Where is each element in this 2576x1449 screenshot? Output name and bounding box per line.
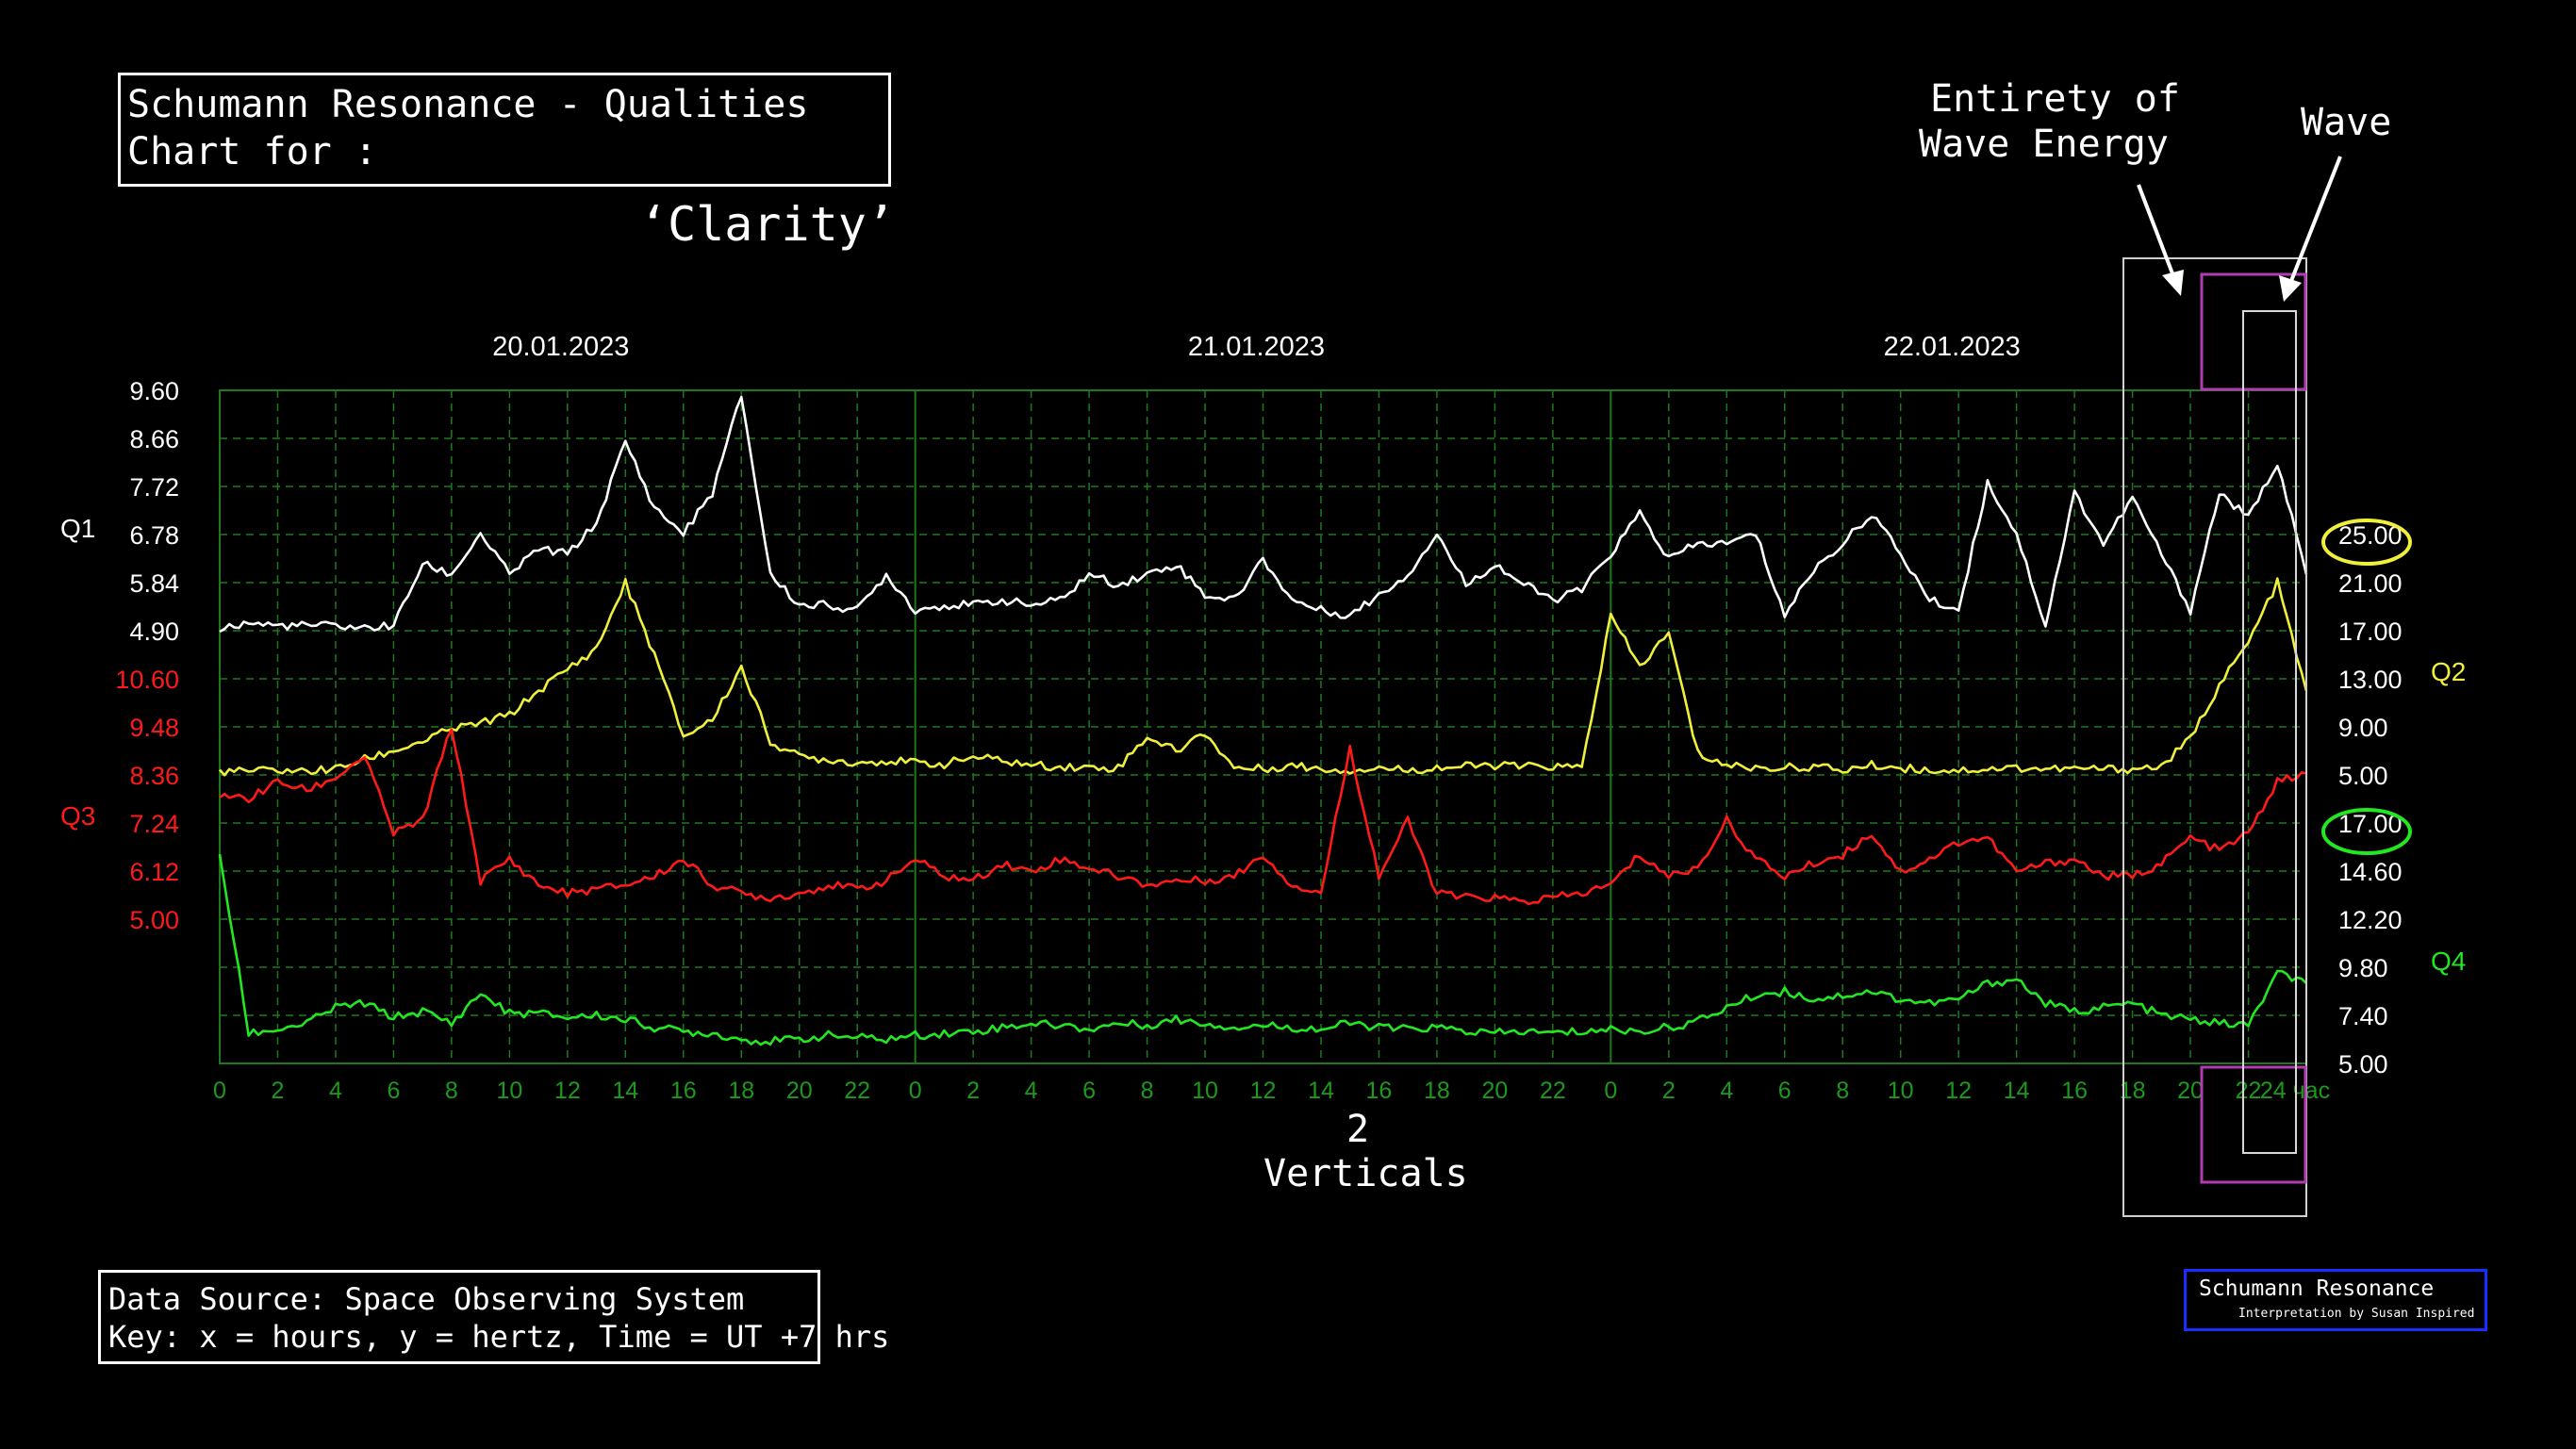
annotation-entirety-line-2: Wave Energy [1919, 123, 2169, 166]
q3-tick-label: 8.36 [129, 762, 179, 790]
series-line-q2 [219, 577, 2308, 777]
x-tick-label: 0 [909, 1078, 922, 1104]
q3-tick-label: 9.48 [129, 714, 179, 742]
x-tick-label: 2 [1662, 1078, 1676, 1104]
x-tick-label: 8 [1141, 1078, 1154, 1104]
x-tick-label: 12 [1945, 1078, 1972, 1104]
x-tick-label: 8 [445, 1078, 458, 1104]
q1-tick-label: 4.90 [129, 617, 179, 646]
q1-tick-label: 6.78 [129, 521, 179, 550]
x-tick-label: 10 [1888, 1078, 1914, 1104]
wave-magenta-rect-top [2200, 272, 2307, 391]
x-tick-label: 20 [2177, 1078, 2204, 1104]
date-label: 22.01.2023 [1884, 332, 2021, 362]
title-box: Schumann Resonance - Qualities Chart for… [118, 73, 891, 187]
q2-tick-label: 9.00 [2338, 714, 2388, 742]
x-tick-label: 8 [1836, 1078, 1849, 1104]
data-source-line-1: Data Source: Space Observing System [108, 1281, 745, 1317]
chart-overlays [2122, 156, 2412, 1217]
x-tick-label: 22 [1540, 1078, 1566, 1104]
brand-title: Schumann Resonance [2199, 1276, 2435, 1301]
q4-tick-label: 12.20 [2338, 906, 2403, 934]
q2-tick-label: 21.00 [2338, 569, 2403, 598]
annotation-entirety-line-1: Entirety of [1930, 77, 2180, 121]
x-tick-label: 16 [2061, 1078, 2088, 1104]
q2-tick-label: 17.00 [2338, 617, 2403, 646]
q3-tick-label: 6.12 [129, 858, 179, 886]
q3-tick-label: 7.24 [129, 810, 179, 838]
x-tick-label: 4 [1025, 1078, 1038, 1104]
q2-tick-label: 5.00 [2338, 762, 2388, 790]
x-tick-label: 12 [554, 1078, 581, 1104]
data-source-line-2: Key: x = hours, y = hertz, Time = UT +7 … [108, 1319, 890, 1355]
data-source-box: Data Source: Space Observing System Key:… [98, 1270, 889, 1364]
q2-axis-label: Q2 [2431, 657, 2466, 686]
q1-axis-label: Q1 [60, 514, 95, 543]
entirety-highlight-rect [2122, 257, 2307, 1217]
q4-tick-label: 9.80 [2338, 954, 2388, 982]
x-tick-label: 4 [1720, 1078, 1733, 1104]
q4-tick-label: 14.60 [2338, 858, 2403, 886]
chart-subject: ‘Clarity’ [639, 197, 895, 252]
x-tick-label: 0 [1604, 1078, 1617, 1104]
x-tick-label: 20 [1481, 1078, 1508, 1104]
x-tick-label: 10 [496, 1078, 522, 1104]
q3-tick-label: 5.00 [129, 906, 179, 934]
x-tick-label: 6 [387, 1078, 400, 1104]
title-line-2: Chart for : [127, 130, 377, 173]
q4-axis-label: Q4 [2431, 947, 2466, 976]
x-tick-label: 2 [966, 1078, 980, 1104]
x-tick-label: 10 [1192, 1078, 1218, 1104]
brand-subtitle: Interpretation by Susan Inspired [2238, 1307, 2475, 1321]
x-tick-label: 6 [1082, 1078, 1096, 1104]
x-tick-label: 2 [272, 1078, 285, 1104]
x-tick-label: 14 [2004, 1078, 2030, 1104]
q4-tick-label: 7.40 [2338, 1002, 2388, 1030]
x-tick-label: 18 [728, 1078, 754, 1104]
arrow-entirety [2137, 184, 2177, 282]
highlight-q4-tick [2321, 808, 2412, 855]
x-tick-label: 18 [1424, 1078, 1450, 1104]
series-line-q3 [219, 728, 2307, 906]
date-label: 20.01.2023 [492, 332, 629, 362]
series-line-q1 [219, 395, 2308, 634]
chart-series [218, 395, 2308, 1046]
x-tick-label: 16 [1366, 1078, 1393, 1104]
x-tick-label: 14 [1308, 1078, 1334, 1104]
q3-axis-label: Q3 [60, 801, 95, 831]
q2-tick-label: 13.00 [2338, 666, 2403, 694]
x-tick-label: 0 [213, 1078, 226, 1104]
title-line-1: Schumann Resonance - Qualities [127, 83, 809, 126]
x-tick-label: 4 [329, 1078, 342, 1104]
q3-tick-label: 10.60 [115, 666, 179, 694]
date-label: 21.01.2023 [1188, 332, 1325, 362]
x-tick-label: 20 [786, 1078, 813, 1104]
q1-tick-label: 5.84 [129, 569, 179, 598]
series-line-q4 [218, 853, 2307, 1046]
arrow-wave-head [2279, 275, 2302, 302]
x-tick-label: 6 [1778, 1078, 1792, 1104]
highlight-q2-tick [2321, 519, 2412, 566]
arrow-entirety-head [2162, 270, 2184, 296]
chart-grid [219, 389, 2307, 1064]
wave-inner-rect [2242, 310, 2297, 1154]
verticals-label: Verticals [1263, 1152, 1468, 1195]
x-tick-label: 16 [670, 1078, 697, 1104]
q1-tick-label: 7.72 [129, 473, 179, 502]
verticals-number: 2 [1346, 1108, 1370, 1151]
annotation-wave: Wave [2301, 101, 2392, 144]
x-tick-label: 12 [1250, 1078, 1277, 1104]
wave-magenta-rect-bottom [2200, 1065, 2307, 1184]
arrow-wave [2287, 156, 2342, 287]
q4-tick-label: 5.00 [2338, 1050, 2388, 1079]
brand-box: Schumann Resonance Interpretation by Sus… [2184, 1269, 2487, 1331]
x-tick-label: 22 [2236, 1078, 2262, 1104]
x-tick-label: 14 [612, 1078, 638, 1104]
q1-tick-label: 9.60 [129, 377, 179, 405]
q1-tick-label: 8.66 [129, 425, 179, 453]
x-tick-label: 22 [844, 1078, 870, 1104]
